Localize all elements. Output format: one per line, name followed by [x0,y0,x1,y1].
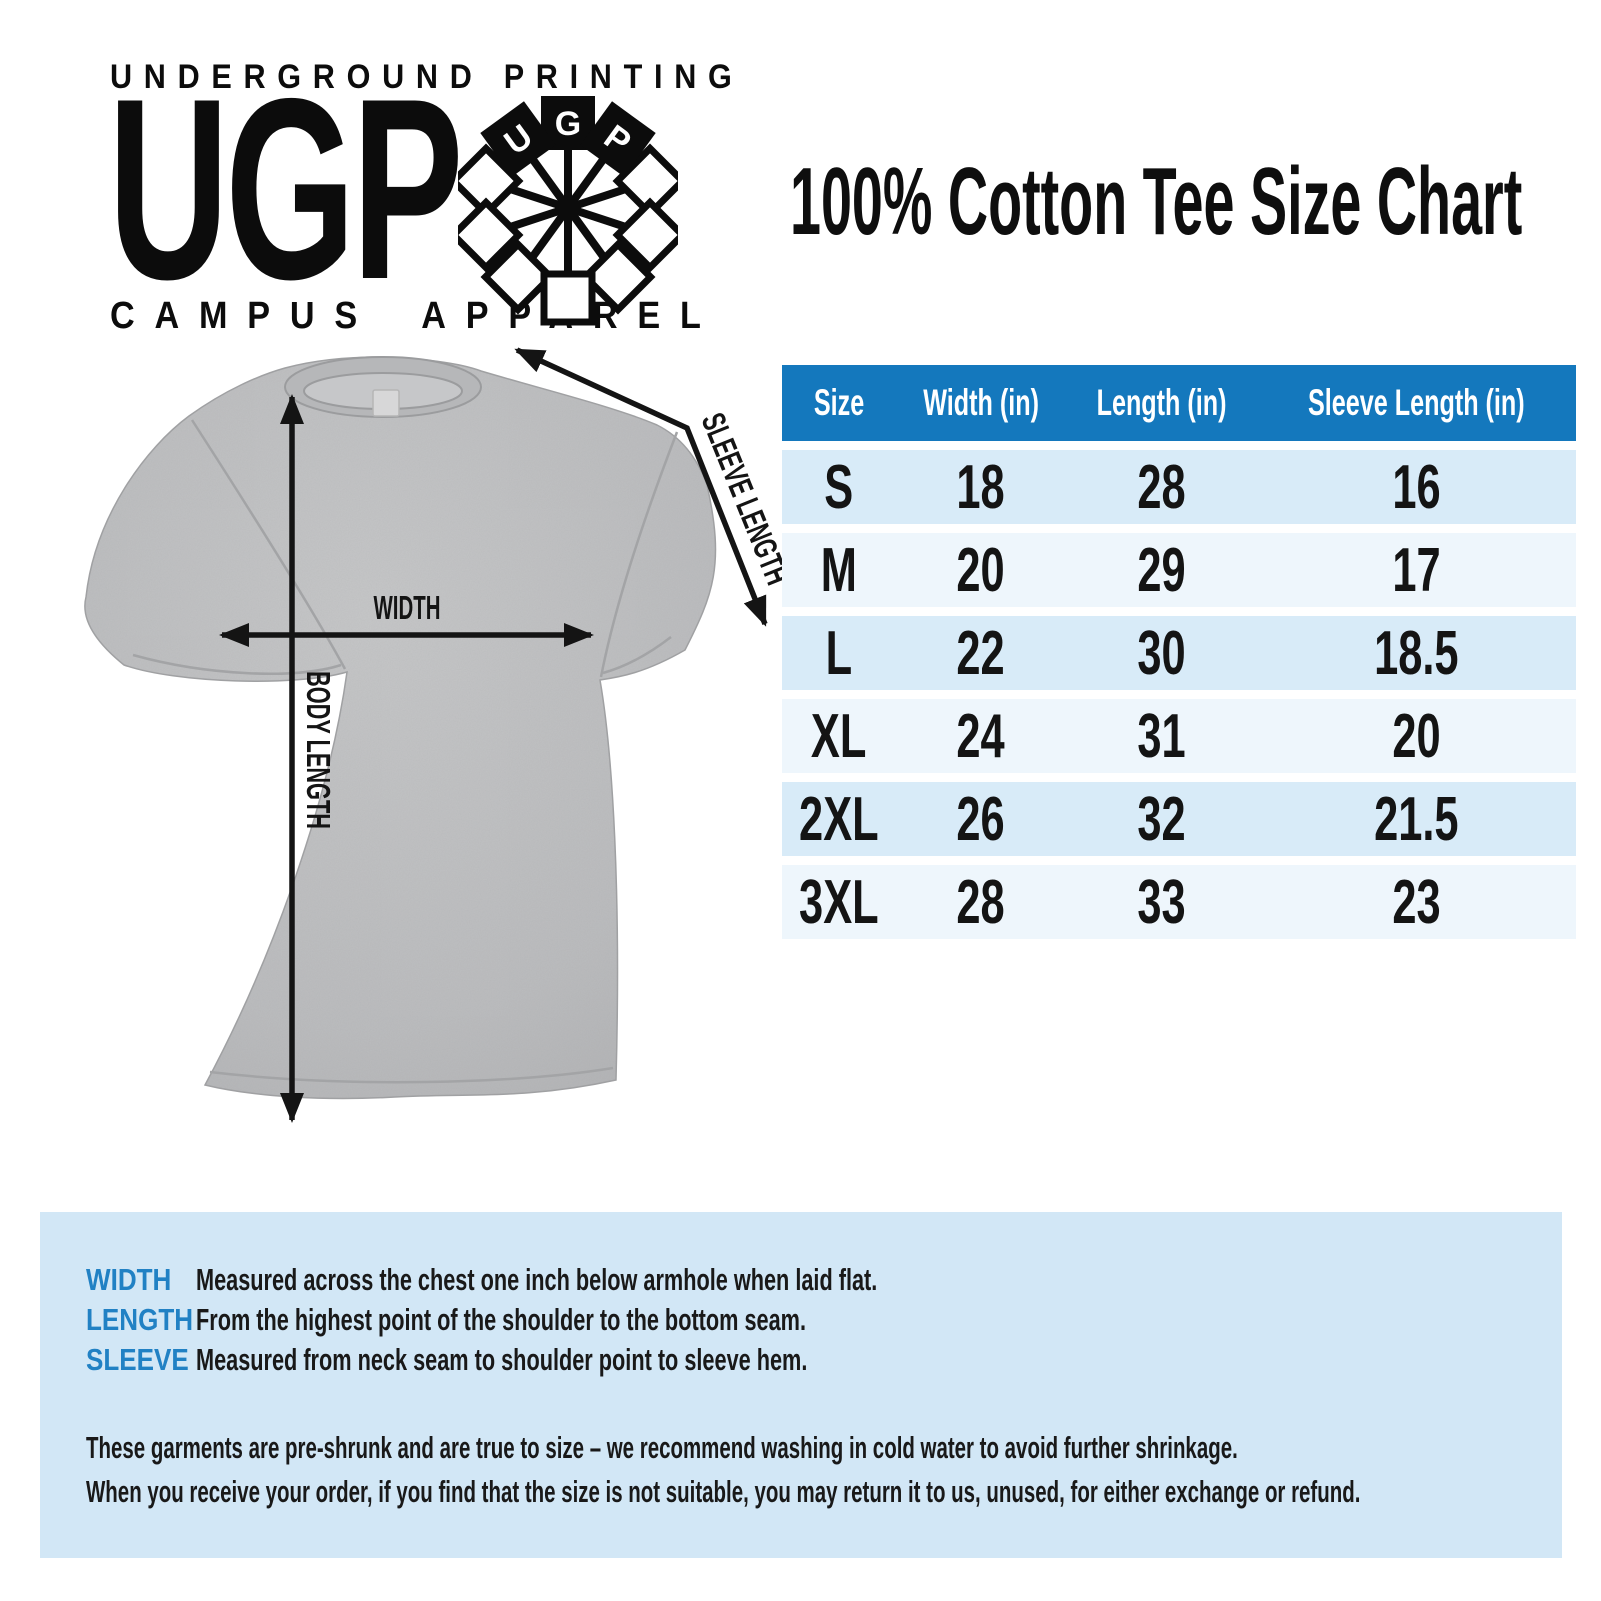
heather-texture [84,357,716,1099]
table-row: S 18 28 16 [782,450,1576,524]
length-cell: 31 [1065,699,1258,773]
page-title-text: 100% Cotton Tee Size Chart [790,148,1523,255]
brand-bottom-text: CAMPUS APPAREL [110,295,721,337]
table-row: L 22 30 18.5 [782,616,1576,690]
table-row: M 20 29 17 [782,533,1576,607]
care-line: These garments are pre-shrunk and are tr… [86,1430,1238,1465]
definition-text: From the highest point of the shoulder t… [196,1302,807,1337]
sleeve-cell: 23 [1257,865,1576,939]
collar-tag [372,389,400,417]
width-cell: 18 [895,450,1066,524]
definition-text: Measured from neck seam to shoulder poin… [196,1342,808,1377]
definition-term: WIDTH [86,1262,172,1297]
width-label: WIDTH [373,589,440,626]
length-cell: 30 [1065,616,1258,690]
notes-panel: WIDTH Measured across the chest one inch… [40,1212,1562,1558]
length-cell: 33 [1065,865,1258,939]
brand-logo: UNDERGROUND PRINTING UGP CAMPUS APPAREL [108,44,732,356]
definition-row: SLEEVE Measured from neck seam to should… [86,1340,1169,1380]
length-cell: 32 [1065,782,1258,856]
col-header-size: Size [782,365,896,441]
return-line: When you receive your order, if you find… [86,1474,1361,1509]
care-return-paragraph: These garments are pre-shrunk and are tr… [86,1426,1601,1514]
tshirt-collar [284,356,482,418]
table-row: 2XL 26 32 21.5 [782,782,1576,856]
table-header-row: Size Width (in) Length (in) Sleeve Lengt… [782,365,1576,441]
size-cell: L [782,616,896,690]
sleeve-cell: 16 [1257,450,1576,524]
sleeve-cell: 17 [1257,533,1576,607]
brand-top-text: UNDERGROUND PRINTING [110,58,744,96]
col-header-width: Width (in) [895,365,1066,441]
tshirt-measurement-diagram: WIDTH BODY LENGTH SLEEVE LENGTH [84,347,785,1123]
page-title: 100% Cotton Tee Size Chart [790,147,1601,257]
size-cell: 3XL [782,865,896,939]
length-cell: 29 [1065,533,1258,607]
col-header-sleeve-length: Sleeve Length (in) [1257,365,1576,441]
size-cell: 2XL [782,782,896,856]
pinwheel-letter-g: G [555,105,581,143]
size-cell: XL [782,699,896,773]
body-length-label: BODY LENGTH [300,671,337,829]
width-cell: 20 [895,533,1066,607]
width-cell: 28 [895,865,1066,939]
size-chart-table: Size Width (in) Length (in) Sleeve Lengt… [782,356,1576,948]
size-cell: S [782,450,896,524]
definition-row: LENGTH From the highest point of the sho… [86,1300,1169,1340]
sleeve-cell: 21.5 [1257,782,1576,856]
definition-term: LENGTH [86,1302,194,1337]
length-cell: 28 [1065,450,1258,524]
measurement-definitions: WIDTH Measured across the chest one inch… [86,1260,1169,1380]
sleeve-cell: 18.5 [1257,616,1576,690]
sleeve-cell: 20 [1257,699,1576,773]
definition-row: WIDTH Measured across the chest one inch… [86,1260,1169,1300]
col-header-length: Length (in) [1065,365,1258,441]
definition-text: Measured across the chest one inch below… [196,1262,878,1297]
size-cell: M [782,533,896,607]
width-cell: 24 [895,699,1066,773]
sleeve-length-arrow [514,347,768,627]
table-row: 3XL 28 33 23 [782,865,1576,939]
width-cell: 26 [895,782,1066,856]
table-row: XL 24 31 20 [782,699,1576,773]
definition-term: SLEEVE [86,1342,189,1377]
width-cell: 22 [895,616,1066,690]
brand-acronym: UGP [108,44,464,333]
pinwheel-logo-icon: U G P [458,96,678,326]
